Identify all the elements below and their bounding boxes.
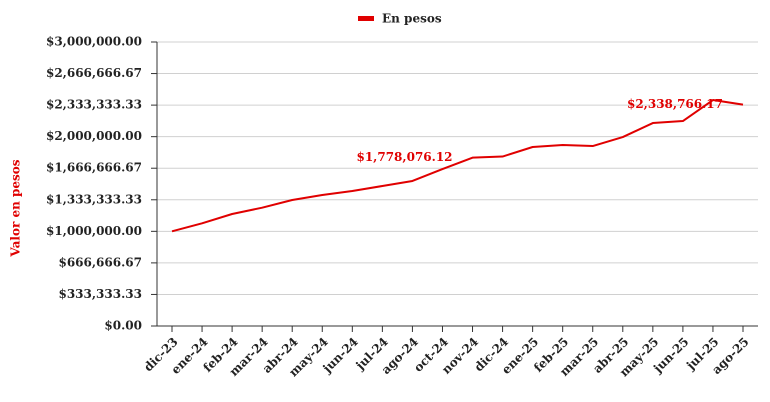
series-line <box>171 99 744 233</box>
y-tick-label: $1,000,000.00 <box>46 224 142 238</box>
legend-label: En pesos <box>382 12 442 26</box>
y-tick-label: $3,000,000.00 <box>46 35 142 49</box>
data-label: $1,778,076.12 <box>356 150 452 164</box>
y-tick-label: $2,666,666.67 <box>46 66 142 80</box>
y-axis-label: Valor en pesos <box>9 159 23 257</box>
y-tick-label: $0.00 <box>104 319 142 333</box>
y-tick-label: $2,333,333.33 <box>46 98 142 112</box>
y-tick-label: $333,333.33 <box>58 287 142 301</box>
legend-marker <box>358 16 374 21</box>
y-tick-label: $1,666,666.67 <box>46 161 142 175</box>
y-tick-label: $2,000,000.00 <box>46 129 142 143</box>
y-tick-label: $666,666.67 <box>58 255 142 269</box>
data-label: $2,338,766.17 <box>627 97 723 111</box>
y-tick-label: $1,333,333.33 <box>46 192 142 206</box>
